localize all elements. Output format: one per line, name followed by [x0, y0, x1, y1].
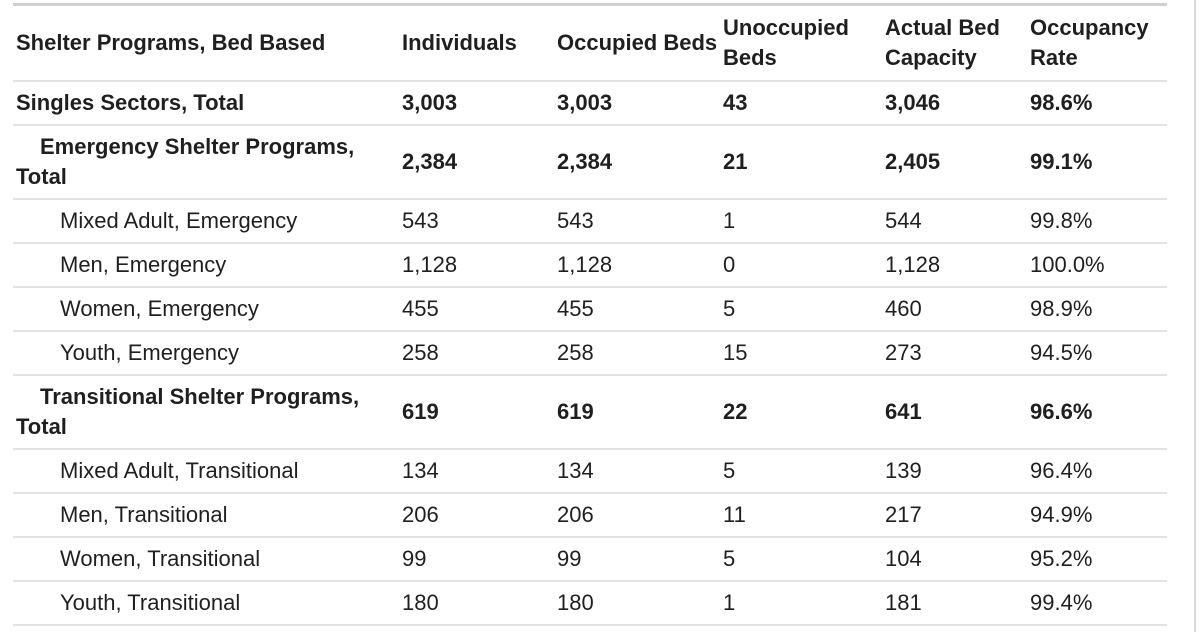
value-cell: 1,128: [402, 244, 557, 288]
value-cell: 1,128: [885, 244, 1030, 288]
value-cell: 619: [557, 376, 723, 450]
value-cell: 43: [723, 82, 885, 126]
table-row: Mixed Adult, Emergency 543 543 1 544 99.8%: [13, 200, 1167, 244]
value-cell: 5: [723, 288, 885, 332]
header-row: Shelter Programs, Bed Based Individuals Oc…: [13, 6, 1167, 82]
value-cell: 104: [885, 538, 1030, 582]
column-header: Unoccupied Beds: [723, 6, 885, 82]
right-edge-rule: [1194, 0, 1196, 632]
value-cell: 1: [723, 200, 885, 244]
row-label: Mixed Adult, Transitional: [13, 450, 402, 494]
value-cell: 99: [402, 538, 557, 582]
row-label: Men, Emergency: [13, 244, 402, 288]
value-cell: 96.6%: [1030, 376, 1167, 450]
value-cell: 22: [723, 376, 885, 450]
value-cell: 2,405: [885, 126, 1030, 200]
value-cell: 0: [723, 244, 885, 288]
value-cell: 641: [885, 376, 1030, 450]
table-row: Youth, Emergency 258 258 15 273 94.5%: [13, 332, 1167, 376]
value-cell: 181: [885, 582, 1030, 626]
value-cell: 134: [557, 450, 723, 494]
value-cell: 543: [402, 200, 557, 244]
value-cell: 543: [557, 200, 723, 244]
shelter-occupancy-table: Shelter Programs, Bed Based Individuals Oc…: [13, 3, 1167, 632]
column-header: Occupancy Rate: [1030, 6, 1167, 82]
table-row: Men, Transitional 206 206 11 217 94.9%: [13, 494, 1167, 538]
table-row: Singles Sectors, Total 3,003 3,003 43 3,046 9…: [13, 82, 1167, 126]
value-cell: 455: [402, 288, 557, 332]
value-cell: 96.4%: [1030, 450, 1167, 494]
value-cell: 3,003: [557, 82, 723, 126]
value-cell: 99.4%: [1030, 582, 1167, 626]
value-cell: 3,046: [885, 82, 1030, 126]
value-cell: 1,128: [557, 244, 723, 288]
value-cell: 11: [723, 494, 885, 538]
value-cell: 15: [723, 332, 885, 376]
value-cell: 95.2%: [1030, 538, 1167, 582]
row-label: Transitional Shelter Programs, Total: [13, 376, 402, 450]
column-header: Individuals: [402, 6, 557, 82]
value-cell: 98.9%: [1030, 288, 1167, 332]
value-cell: 21: [723, 126, 885, 200]
row-label: Men, Transitional: [13, 494, 402, 538]
value-cell: 100.0%: [1030, 244, 1167, 288]
table-row: Men, Emergency 1,128 1,128 0 1,128 100.0%: [13, 244, 1167, 288]
table-row: Emergency Shelter Programs, Total 2,384 2,…: [13, 126, 1167, 200]
cut-off-row-cell: [13, 626, 1167, 632]
column-header: Shelter Programs, Bed Based: [13, 6, 402, 82]
row-label: Mixed Adult, Emergency: [13, 200, 402, 244]
value-cell: 455: [557, 288, 723, 332]
value-cell: 2,384: [557, 126, 723, 200]
table-row: Mixed Adult, Transitional 134 134 5 139 96.4%: [13, 450, 1167, 494]
value-cell: 94.5%: [1030, 332, 1167, 376]
row-label: Youth, Transitional: [13, 582, 402, 626]
row-label: Emergency Shelter Programs, Total: [13, 126, 402, 200]
value-cell: 5: [723, 538, 885, 582]
row-label: Youth, Emergency: [13, 332, 402, 376]
column-header: Actual Bed Capacity: [885, 6, 1030, 82]
value-cell: 273: [885, 332, 1030, 376]
value-cell: 258: [402, 332, 557, 376]
value-cell: 134: [402, 450, 557, 494]
table-row: Transitional Shelter Programs, Total 619 6…: [13, 376, 1167, 450]
value-cell: 180: [557, 582, 723, 626]
value-cell: 5: [723, 450, 885, 494]
value-cell: 258: [557, 332, 723, 376]
value-cell: 3,003: [402, 82, 557, 126]
table-row: Women, Transitional 99 99 5 104 95.2%: [13, 538, 1167, 582]
value-cell: 98.6%: [1030, 82, 1167, 126]
value-cell: 99.8%: [1030, 200, 1167, 244]
value-cell: 94.9%: [1030, 494, 1167, 538]
column-header: Occupied Beds: [557, 6, 723, 82]
value-cell: 206: [402, 494, 557, 538]
value-cell: 2,384: [402, 126, 557, 200]
row-label: Women, Transitional: [13, 538, 402, 582]
table-row: Youth, Transitional 180 180 1 181 99.4%: [13, 582, 1167, 626]
value-cell: 139: [885, 450, 1030, 494]
value-cell: 1: [723, 582, 885, 626]
value-cell: 217: [885, 494, 1030, 538]
value-cell: 544: [885, 200, 1030, 244]
value-cell: 180: [402, 582, 557, 626]
value-cell: 460: [885, 288, 1030, 332]
value-cell: 206: [557, 494, 723, 538]
table-row: Women, Emergency 455 455 5 460 98.9%: [13, 288, 1167, 332]
value-cell: 619: [402, 376, 557, 450]
row-label: Women, Emergency: [13, 288, 402, 332]
value-cell: 99.1%: [1030, 126, 1167, 200]
value-cell: 99: [557, 538, 723, 582]
cut-off-row: [13, 626, 1167, 632]
row-label: Singles Sectors, Total: [13, 82, 402, 126]
